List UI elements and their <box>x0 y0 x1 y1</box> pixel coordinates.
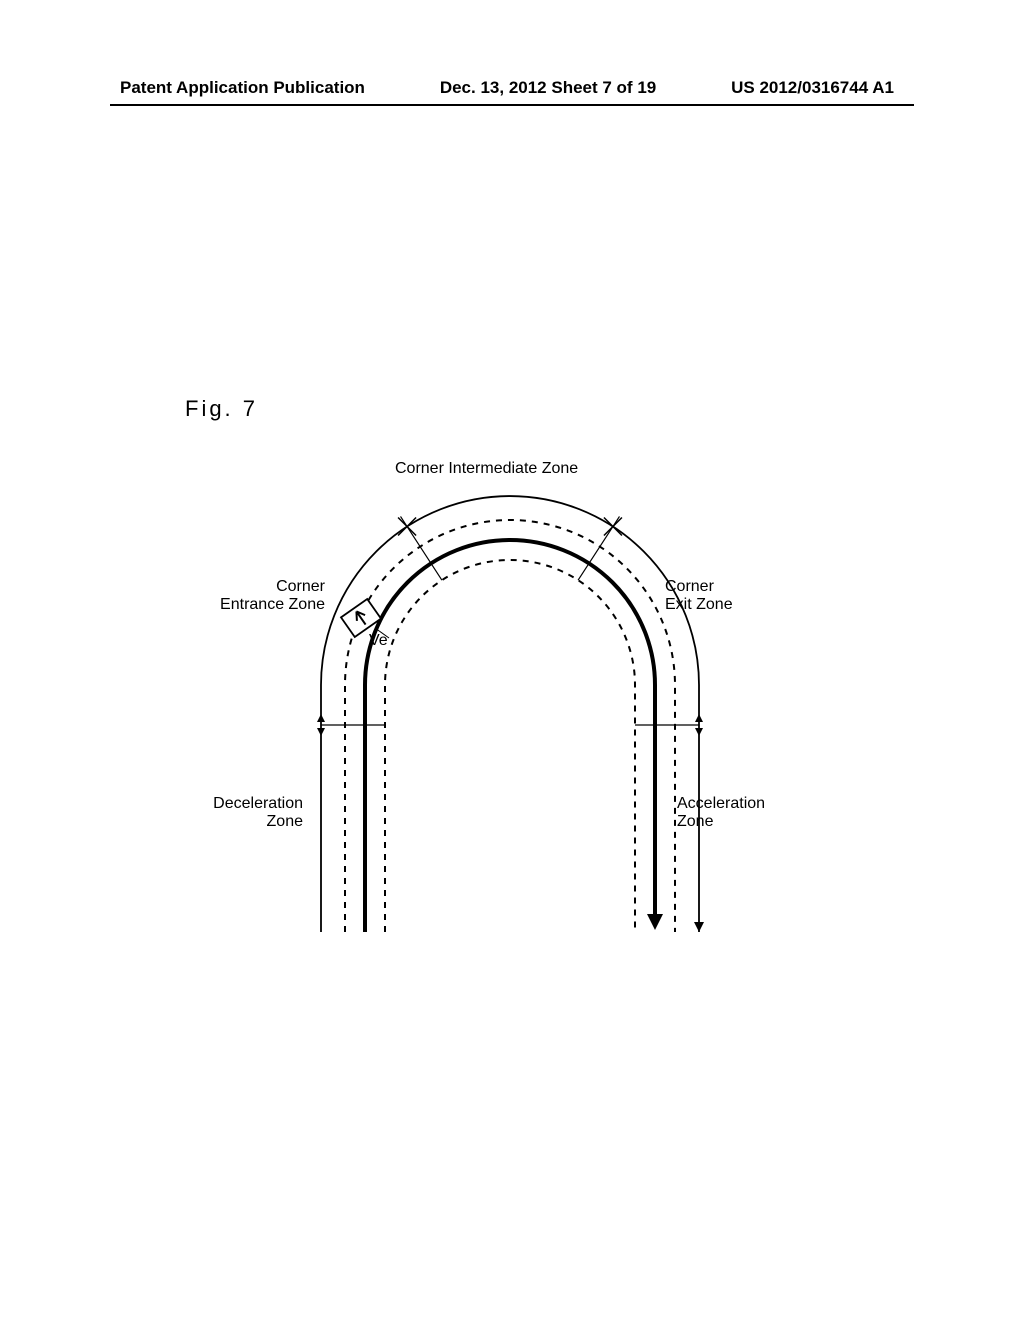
header-divider <box>110 104 914 106</box>
figure-label: Fig. 7 <box>185 396 258 422</box>
header-center: Dec. 13, 2012 Sheet 7 of 19 <box>440 78 656 98</box>
label-entrance-zone: CornerEntrance Zone <box>195 578 325 615</box>
road-svg <box>135 460 895 940</box>
label-vehicle: Ve <box>369 632 388 650</box>
header-left: Patent Application Publication <box>120 78 365 98</box>
label-acceleration-zone: AccelerationZone <box>677 795 777 832</box>
header-right: US 2012/0316744 A1 <box>731 78 894 98</box>
label-intermediate-zone: Corner Intermediate Zone <box>395 460 578 478</box>
label-deceleration-zone: DecelerationZone <box>203 795 303 832</box>
label-exit-zone: CornerExit Zone <box>665 578 765 615</box>
road-diagram: Corner Intermediate Zone CornerEntrance … <box>135 460 895 940</box>
